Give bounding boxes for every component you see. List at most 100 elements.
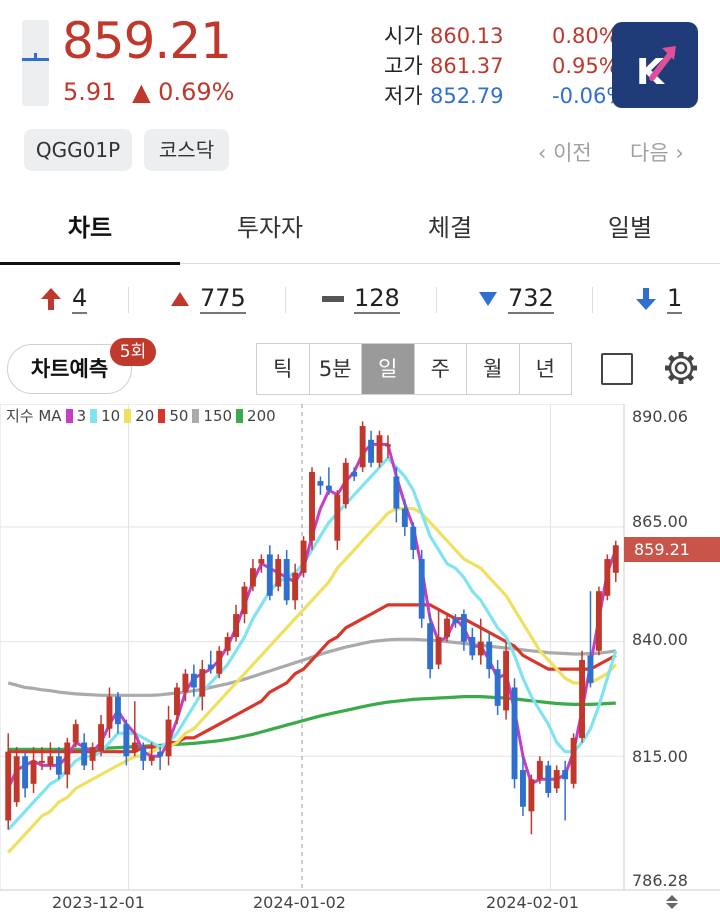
prev-link[interactable]: ‹ 이전 xyxy=(538,141,592,165)
period-tick[interactable]: 틱 xyxy=(257,344,310,394)
candle-body xyxy=(494,669,501,706)
candle-body xyxy=(106,696,113,729)
price-chart[interactable] xyxy=(0,404,720,911)
count-separator xyxy=(436,287,437,313)
candle-body xyxy=(444,618,450,638)
candle-body xyxy=(199,669,206,697)
candle-body xyxy=(553,770,560,789)
legend-ma20: 20 xyxy=(135,406,155,425)
broker-logo[interactable]: K xyxy=(612,22,698,108)
candle-body xyxy=(55,756,62,775)
open-percent: 0.80% xyxy=(552,24,619,48)
candle-body xyxy=(224,637,231,651)
candle-body xyxy=(393,476,400,509)
high-percent: 0.95% xyxy=(552,54,619,78)
upper-limit-count[interactable]: 4 xyxy=(40,284,88,314)
candle-body xyxy=(292,572,299,601)
candle-body xyxy=(511,687,518,780)
up-count[interactable]: 775 xyxy=(170,284,246,314)
period-day[interactable]: 일 xyxy=(362,344,415,394)
mini-range-indicator xyxy=(22,20,49,106)
high-value: 861.37 xyxy=(430,54,504,78)
period-5min[interactable]: 5분 xyxy=(310,344,362,394)
period-year[interactable]: 년 xyxy=(535,357,555,381)
y-tick-label: 890.06 xyxy=(632,407,688,426)
candle-body xyxy=(266,554,273,596)
candlesticks xyxy=(5,421,619,835)
candle-body xyxy=(165,719,172,757)
y-tick-label: 786.28 xyxy=(632,871,688,890)
candle-body xyxy=(241,586,248,615)
x-tick-label: 2023-12-01 xyxy=(52,893,145,912)
open-value: 860.13 xyxy=(430,24,504,48)
arrow-down-bold-icon xyxy=(636,288,656,310)
predict-count-badge: 5회 xyxy=(110,338,156,366)
candle-body xyxy=(587,655,594,683)
candle-body xyxy=(368,439,375,463)
candle-body xyxy=(570,737,577,784)
legend-swatch-ma50 xyxy=(158,408,166,423)
current-price: 859.21 xyxy=(62,12,232,70)
candle-body xyxy=(325,485,332,491)
period-week[interactable]: 주 xyxy=(415,344,467,394)
tab-trades[interactable]: 체결 xyxy=(427,214,473,242)
tab-active-indicator xyxy=(0,262,180,265)
candle-body xyxy=(469,637,476,656)
low-value: 852.79 xyxy=(430,84,504,108)
candle-body xyxy=(89,747,96,761)
candle-body xyxy=(342,462,349,505)
down-value: 732 xyxy=(508,284,554,314)
legend-ma200: 200 xyxy=(247,406,276,425)
tab-investor[interactable]: 투자자 xyxy=(236,214,304,242)
count-separator xyxy=(128,287,129,313)
candle-body xyxy=(174,687,180,715)
candle-body xyxy=(22,756,29,789)
ma-legend: 지수 MA 3 10 20 50 150 200 xyxy=(6,405,276,426)
period-month[interactable]: 월 xyxy=(467,344,520,394)
candle-body xyxy=(536,760,543,780)
candle-body xyxy=(401,508,408,527)
fullscreen-checkbox[interactable] xyxy=(601,353,633,385)
count-separator xyxy=(285,287,286,313)
high-row: 고가 861.37 0.95% xyxy=(384,50,619,80)
candle-body xyxy=(520,770,526,807)
ma-line-10 xyxy=(7,456,618,831)
lower-limit-count[interactable]: 1 xyxy=(635,284,683,314)
candle-body xyxy=(216,650,223,674)
logo-letter: K xyxy=(636,52,665,93)
price-change: 5.91 ▲ 0.69% xyxy=(63,78,234,106)
legend-swatch-ma3 xyxy=(65,408,73,423)
candle-body xyxy=(595,591,602,651)
unchanged-count[interactable]: 128 xyxy=(322,284,400,314)
scroll-updown-icon[interactable] xyxy=(664,894,680,910)
legend-ma10: 10 xyxy=(101,406,121,425)
triangle-down-icon xyxy=(479,292,497,306)
market-chip[interactable]: 코스닥 xyxy=(144,129,229,171)
candle-body xyxy=(283,559,290,601)
gear-icon[interactable] xyxy=(663,350,699,386)
candle-body xyxy=(418,559,425,619)
count-separator xyxy=(592,287,593,313)
legend-ma50: 50 xyxy=(169,406,189,425)
mini-range-tick xyxy=(34,53,37,59)
candle-body xyxy=(39,760,45,763)
chart-predict-button[interactable]: 차트예측 xyxy=(7,344,132,394)
code-chip[interactable]: QGG01P xyxy=(24,129,132,171)
open-row: 시가 860.13 0.80% xyxy=(384,20,619,50)
mini-range-line xyxy=(22,58,49,61)
down-count[interactable]: 732 xyxy=(478,284,554,314)
lower-limit-value: 1 xyxy=(667,284,683,314)
candle-body xyxy=(47,756,54,766)
x-tick-label: 2024-02-01 xyxy=(486,893,579,912)
tab-chart[interactable]: 차트 xyxy=(67,214,113,242)
candle-body xyxy=(410,526,417,550)
candle-body xyxy=(579,659,585,738)
next-link[interactable]: 다음 › xyxy=(630,141,684,165)
dash-icon xyxy=(322,296,344,302)
candle-body xyxy=(460,614,467,642)
change-percent: ▲ 0.69% xyxy=(132,78,235,106)
arrow-up-bold-icon xyxy=(41,288,61,310)
ma-line-50 xyxy=(8,603,617,754)
tab-daily[interactable]: 일별 xyxy=(607,214,653,242)
candle-body xyxy=(148,756,155,761)
